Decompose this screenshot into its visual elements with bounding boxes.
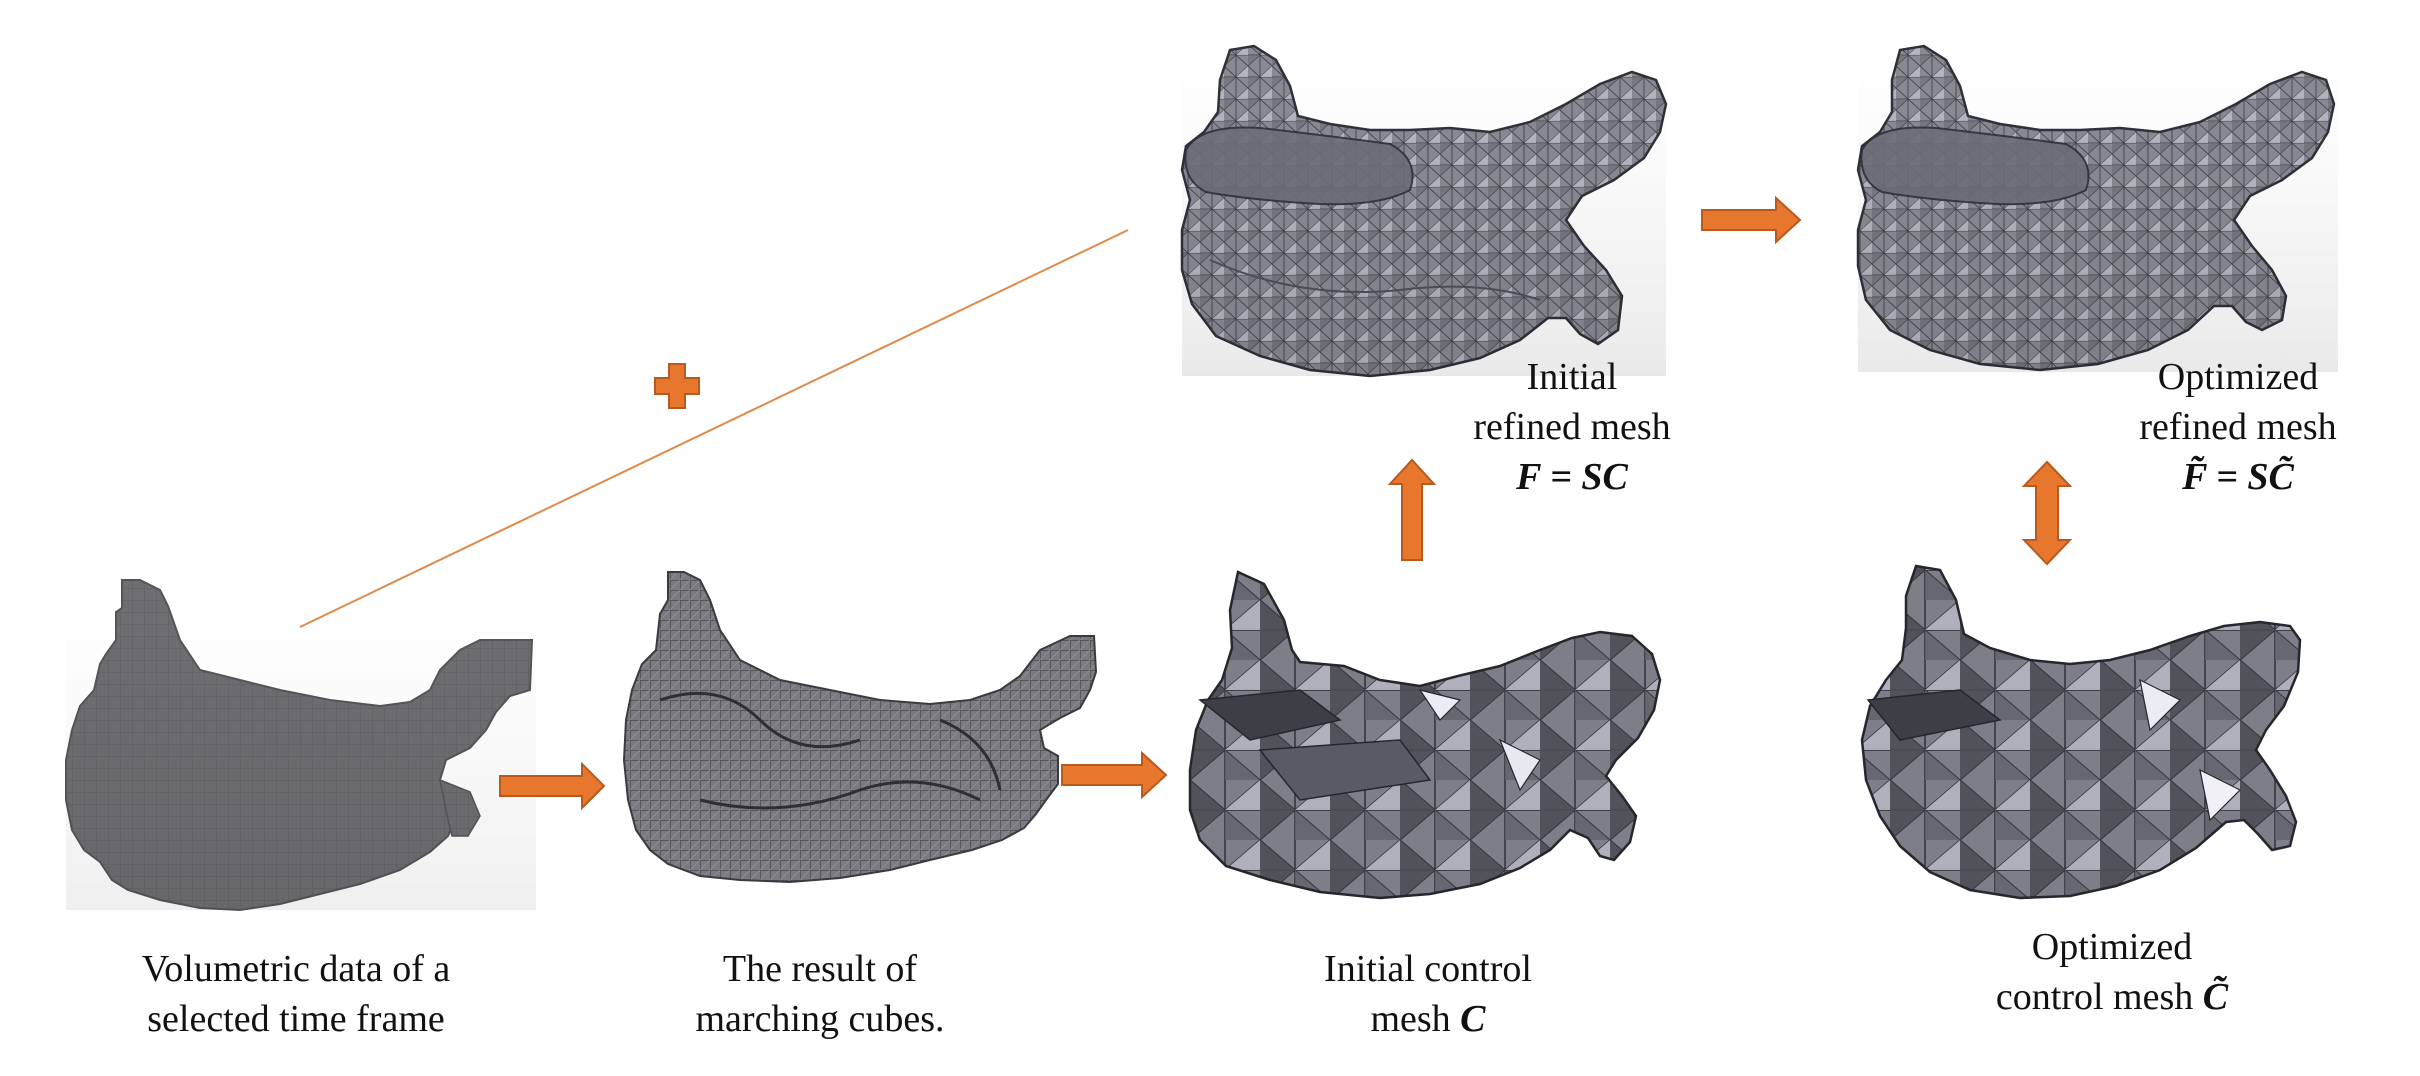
caption-line: marching cubes.	[695, 998, 945, 1040]
initial-refined-mesh-shape	[1180, 44, 1668, 378]
volumetric-data-shape	[65, 579, 536, 912]
caption-initial-control-mesh: Initial control mesh C	[1228, 944, 1628, 1044]
caption-line: mesh C	[1228, 994, 1628, 1044]
caption-initial-refined-mesh: Initial refined mesh F = SC	[1372, 352, 1772, 502]
caption-text: control mesh	[1995, 976, 2194, 1018]
arrow-icon	[1387, 458, 1437, 561]
caption-line: Optimized	[2157, 356, 2319, 398]
caption-optimized-control-mesh: Optimized control mesh C̃	[1912, 922, 2312, 1022]
caption-line: refined mesh	[1473, 406, 1671, 448]
caption-line: refined mesh	[2139, 406, 2337, 448]
caption-line: Initial	[1526, 356, 1618, 398]
caption-line: The result of	[722, 948, 918, 990]
arrow-icon	[499, 761, 606, 811]
initial-control-mesh-shape	[1188, 570, 1662, 900]
math-formula: F = SC	[1516, 456, 1628, 498]
caption-marching-cubes: The result of marching cubes.	[620, 944, 1020, 1044]
caption-optimized-refined-mesh: Optimized refined mesh F̃ = SC̃	[2068, 352, 2408, 502]
caption-volumetric: Volumetric data of a selected time frame	[96, 944, 496, 1044]
caption-line: control mesh C̃	[1912, 972, 2312, 1022]
math-symbol: C	[1460, 998, 1486, 1040]
arrow-icon	[1061, 750, 1168, 800]
caption-line: Optimized	[2031, 926, 2193, 968]
double-arrow-icon	[2021, 460, 2073, 566]
optimized-control-mesh-shape	[1860, 564, 2302, 900]
math-symbol: C̃	[2202, 976, 2229, 1018]
connector-line	[299, 229, 1129, 628]
caption-text: mesh	[1370, 998, 1451, 1040]
optimized-refined-mesh-shape	[1856, 44, 2338, 372]
math-formula: F̃ = SC̃	[2182, 456, 2294, 498]
marching-cubes-shape	[622, 571, 1098, 884]
plus-icon	[654, 363, 700, 409]
caption-line: Initial control	[1324, 948, 1532, 990]
arrow-icon	[1701, 195, 1802, 245]
caption-line: selected time frame	[147, 998, 445, 1040]
caption-line: Volumetric data of a	[141, 948, 451, 990]
